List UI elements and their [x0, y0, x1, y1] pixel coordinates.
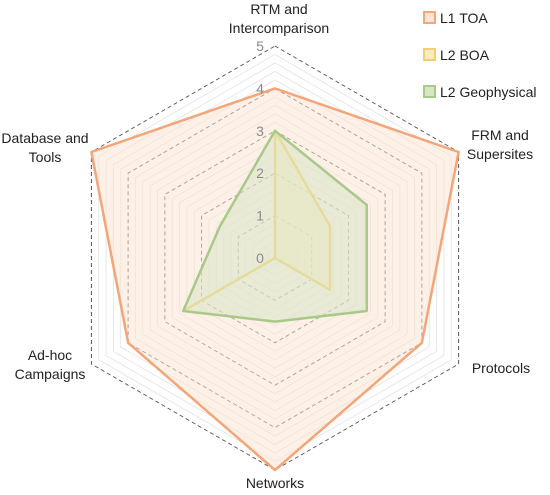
tick-label-4: 4	[256, 80, 264, 96]
tick-label-3: 3	[256, 123, 264, 139]
tick-label-0: 0	[256, 250, 264, 266]
legend-swatch-0	[423, 11, 436, 24]
tick-label-1: 1	[256, 208, 264, 224]
axis-label-0: RTM and Intercomparison	[229, 1, 329, 36]
legend-swatch-1	[423, 48, 436, 61]
axis-labels: RTM and Intercomparison FRM and Supersites P…	[1, 1, 533, 491]
series-2-polygon	[181, 129, 369, 323]
axis-label-1: FRM and Supersites	[467, 127, 533, 162]
axis-label-4: Ad-hoc Campaigns	[15, 347, 86, 382]
axis-label-3: Networks	[246, 475, 304, 491]
tick-label-5: 5	[256, 38, 264, 54]
radial-tick-labels: 0 1 2 3 4 5	[256, 38, 264, 266]
legend-label-2: L2 Geophysical	[440, 84, 537, 100]
radar-series	[90, 87, 460, 472]
axis-label-2: Protocols	[472, 360, 530, 376]
legend: L1 TOA L2 BOA L2 Geophysical	[423, 10, 537, 100]
axis-label-5: Database and Tools	[1, 130, 88, 165]
legend-swatch-2	[423, 85, 436, 98]
legend-label-1: L2 BOA	[440, 47, 490, 63]
legend-label-0: L1 TOA	[440, 10, 488, 26]
tick-label-2: 2	[256, 165, 264, 181]
